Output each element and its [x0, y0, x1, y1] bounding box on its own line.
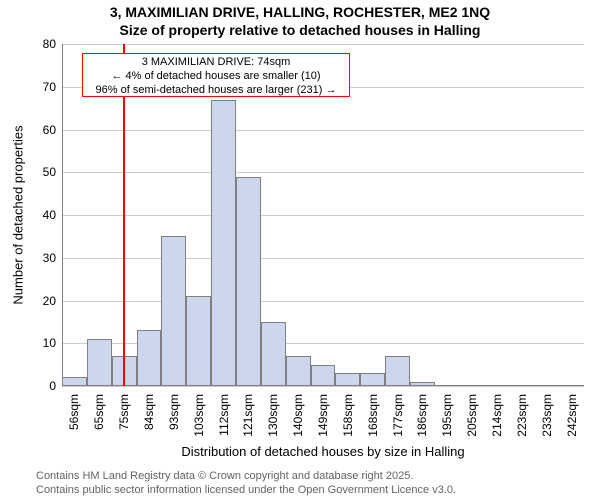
footer-line-2: Contains public sector information licen…	[36, 484, 456, 496]
x-tick-label: 205sqm	[465, 394, 479, 444]
grid-line	[62, 130, 584, 131]
histogram-bar	[186, 296, 211, 386]
grid-line	[62, 386, 584, 387]
x-tick-label: 75sqm	[117, 394, 131, 444]
histogram-bar	[236, 177, 261, 386]
histogram-bar	[87, 339, 112, 386]
x-tick-label: 56sqm	[67, 394, 81, 444]
x-tick-label: 84sqm	[142, 394, 156, 444]
annotation-line: 96% of semi-detached houses are larger (…	[87, 84, 345, 98]
y-tick-label: 0	[30, 379, 56, 393]
x-tick-label: 214sqm	[490, 394, 504, 444]
x-tick-label: 130sqm	[266, 394, 280, 444]
y-tick-label: 40	[30, 208, 56, 222]
y-axis-line	[62, 44, 63, 386]
y-tick-label: 30	[30, 251, 56, 265]
y-tick-label: 50	[30, 165, 56, 179]
x-axis-line	[62, 385, 584, 386]
grid-line	[62, 44, 584, 45]
y-tick-label: 80	[30, 37, 56, 51]
histogram-bar	[211, 100, 236, 386]
x-tick-label: 65sqm	[92, 394, 106, 444]
grid-line	[62, 215, 584, 216]
x-tick-label: 121sqm	[241, 394, 255, 444]
grid-line	[62, 258, 584, 259]
x-tick-label: 195sqm	[440, 394, 454, 444]
histogram-bar	[261, 322, 286, 386]
x-axis-label: Distribution of detached houses by size …	[181, 444, 464, 459]
x-tick-label: 140sqm	[291, 394, 305, 444]
footer-line-1: Contains HM Land Registry data © Crown c…	[36, 470, 413, 482]
annotation-box: 3 MAXIMILIAN DRIVE: 74sqm ← 4% of detach…	[82, 53, 350, 97]
x-tick-label: 233sqm	[540, 394, 554, 444]
y-tick-label: 20	[30, 294, 56, 308]
histogram-bar	[161, 236, 186, 386]
histogram-bar	[137, 330, 162, 386]
grid-line	[62, 301, 584, 302]
annotation-line: 3 MAXIMILIAN DRIVE: 74sqm	[87, 56, 345, 70]
x-tick-label: 186sqm	[415, 394, 429, 444]
y-tick-label: 10	[30, 336, 56, 350]
x-tick-label: 103sqm	[192, 394, 206, 444]
y-tick-label: 70	[30, 80, 56, 94]
histogram-bar	[286, 356, 311, 386]
chart-container: 3, MAXIMILIAN DRIVE, HALLING, ROCHESTER,…	[0, 0, 600, 500]
x-tick-label: 177sqm	[391, 394, 405, 444]
y-tick-label: 60	[30, 123, 56, 137]
x-tick-label: 168sqm	[366, 394, 380, 444]
y-axis-label: Number of detached properties	[11, 125, 26, 304]
histogram-bar	[385, 356, 410, 386]
x-tick-label: 112sqm	[217, 394, 231, 444]
annotation-line: ← 4% of detached houses are smaller (10)	[87, 70, 345, 84]
grid-line	[62, 172, 584, 173]
x-tick-label: 223sqm	[515, 394, 529, 444]
x-tick-label: 149sqm	[316, 394, 330, 444]
histogram-bar	[311, 365, 336, 386]
chart-title-line2: Size of property relative to detached ho…	[0, 22, 600, 38]
x-tick-label: 158sqm	[341, 394, 355, 444]
chart-title-line1: 3, MAXIMILIAN DRIVE, HALLING, ROCHESTER,…	[0, 4, 600, 20]
x-tick-label: 93sqm	[167, 394, 181, 444]
x-tick-label: 242sqm	[565, 394, 579, 444]
